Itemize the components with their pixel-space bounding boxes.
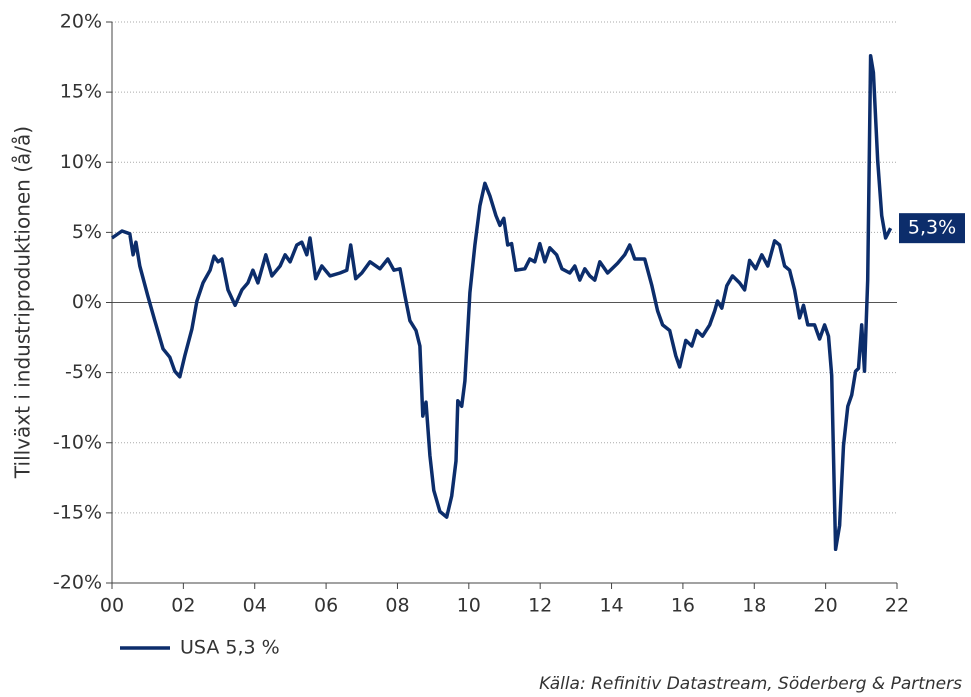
- x-tick-label: 10: [457, 595, 481, 617]
- series-line: [110, 53, 893, 552]
- x-tick-label: 00: [100, 595, 124, 617]
- x-tick-label: 02: [171, 595, 195, 617]
- x-tick-label: 20: [814, 595, 838, 617]
- annotation: 5,3%: [908, 217, 956, 239]
- x-tick-label: 16: [671, 595, 695, 617]
- x-tick-label: 22: [885, 595, 909, 617]
- y-axis-label: Tillväxt i industriproduktionen (å/å): [11, 126, 35, 479]
- x-tick-label: 04: [243, 595, 267, 617]
- x-tick-label: 06: [314, 595, 338, 617]
- x-tick-label: 18: [742, 595, 766, 617]
- y-tick-label: 5%: [72, 221, 102, 243]
- y-tick-label: 10%: [60, 151, 102, 173]
- y-tick-label: -10%: [53, 431, 102, 453]
- x-tick-label: 14: [599, 595, 623, 617]
- y-tick-label: -15%: [53, 501, 102, 523]
- y-tick-label: -20%: [53, 572, 102, 594]
- annotation-box: [899, 213, 965, 244]
- y-tick-label: 0%: [72, 291, 102, 313]
- x-tick-label: 08: [385, 595, 409, 617]
- y-tick-label: -5%: [65, 361, 102, 383]
- source: Källa: Refinitiv Datastream, Söderberg &…: [539, 674, 962, 694]
- y-tick-label: 15%: [60, 81, 102, 103]
- y-tick-label: 20%: [60, 11, 102, 33]
- legend-label: USA 5,3 %: [180, 637, 280, 659]
- x-tick-label: 12: [528, 595, 552, 617]
